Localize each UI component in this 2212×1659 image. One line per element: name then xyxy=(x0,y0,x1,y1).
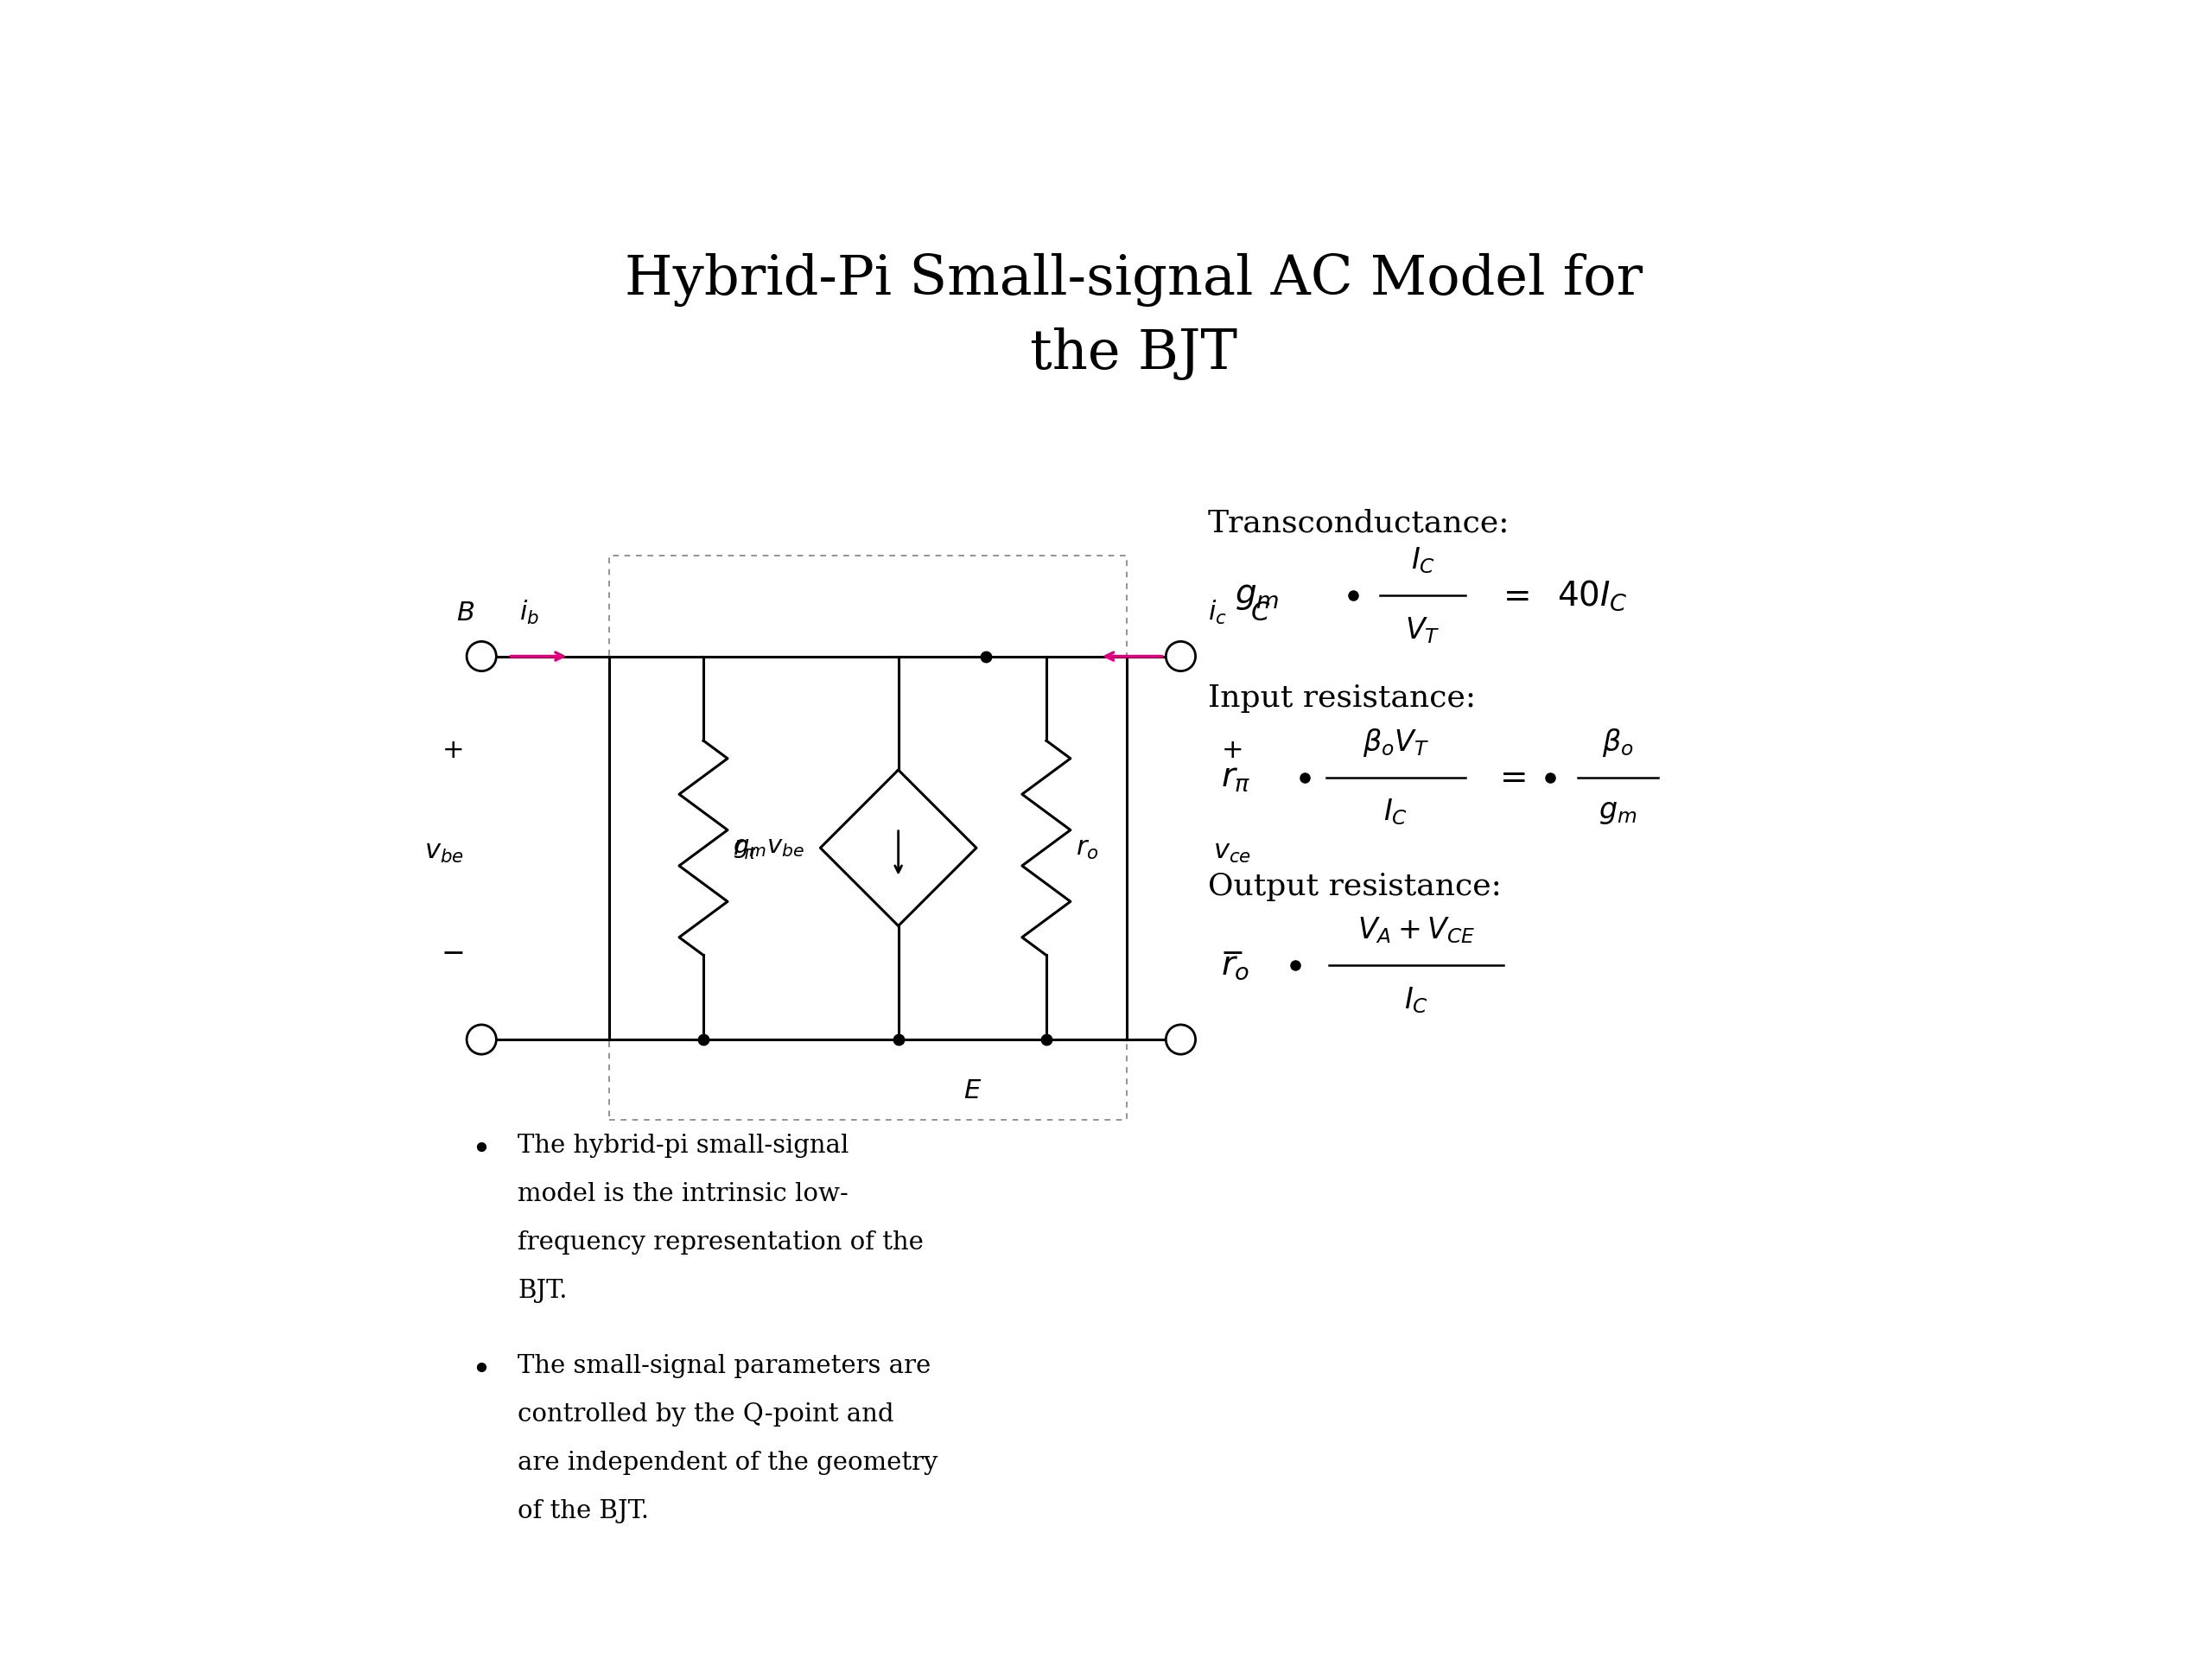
Text: Hybrid-Pi Small-signal AC Model for: Hybrid-Pi Small-signal AC Model for xyxy=(624,252,1644,307)
Text: $v_{be}$: $v_{be}$ xyxy=(425,838,465,864)
Text: $I_C$: $I_C$ xyxy=(1405,985,1429,1015)
Text: $V_A + V_{CE}$: $V_A + V_{CE}$ xyxy=(1356,916,1475,946)
Text: $-$: $-$ xyxy=(1221,939,1243,966)
Text: $I_C$: $I_C$ xyxy=(1411,546,1436,576)
Text: The small-signal parameters are: The small-signal parameters are xyxy=(518,1354,931,1379)
Text: $r_\pi$: $r_\pi$ xyxy=(732,834,757,861)
Text: $V_T$: $V_T$ xyxy=(1405,615,1440,645)
Text: are independent of the geometry: are independent of the geometry xyxy=(518,1452,938,1475)
Text: $40I_C$: $40I_C$ xyxy=(1557,579,1628,612)
Text: $=$: $=$ xyxy=(1498,579,1531,612)
Text: $i_c$: $i_c$ xyxy=(1208,599,1225,627)
Text: •: • xyxy=(471,1133,491,1166)
Text: The hybrid-pi small-signal: The hybrid-pi small-signal xyxy=(518,1133,849,1158)
Text: $r_o$: $r_o$ xyxy=(1075,834,1099,861)
Text: Input resistance:: Input resistance: xyxy=(1208,684,1475,712)
Text: $=$: $=$ xyxy=(1493,761,1526,793)
Text: model is the intrinsic low-: model is the intrinsic low- xyxy=(518,1181,849,1206)
Text: $r_o$: $r_o$ xyxy=(1221,949,1250,982)
Text: •: • xyxy=(471,1354,491,1387)
Text: $v_{ce}$: $v_{ce}$ xyxy=(1212,838,1250,864)
Text: $g_m$: $g_m$ xyxy=(1599,798,1637,826)
Text: $r_\pi$: $r_\pi$ xyxy=(1221,761,1252,793)
Text: Transconductance:: Transconductance: xyxy=(1208,508,1509,538)
Text: BJT.: BJT. xyxy=(518,1279,568,1302)
Text: $\beta_o$: $\beta_o$ xyxy=(1601,727,1632,758)
Text: Output resistance:: Output resistance: xyxy=(1208,871,1502,901)
Text: $+$: $+$ xyxy=(1221,737,1243,763)
Text: the BJT: the BJT xyxy=(1031,327,1237,380)
Text: $i_b$: $i_b$ xyxy=(520,599,540,627)
Text: $g_m v_{be}$: $g_m v_{be}$ xyxy=(732,836,805,859)
Text: of the BJT.: of the BJT. xyxy=(518,1500,648,1523)
Text: $-$: $-$ xyxy=(440,939,462,966)
Text: $E$: $E$ xyxy=(962,1077,982,1103)
Text: $I_C$: $I_C$ xyxy=(1385,798,1409,828)
Text: $C$: $C$ xyxy=(1250,601,1270,627)
Text: $\beta_o V_T$: $\beta_o V_T$ xyxy=(1363,727,1429,758)
Text: $g_m$: $g_m$ xyxy=(1234,579,1279,612)
Text: $+$: $+$ xyxy=(442,737,462,763)
Bar xyxy=(608,556,1126,1120)
Text: $B$: $B$ xyxy=(456,601,476,627)
Text: controlled by the Q-point and: controlled by the Q-point and xyxy=(518,1402,894,1427)
Text: frequency representation of the: frequency representation of the xyxy=(518,1231,925,1254)
